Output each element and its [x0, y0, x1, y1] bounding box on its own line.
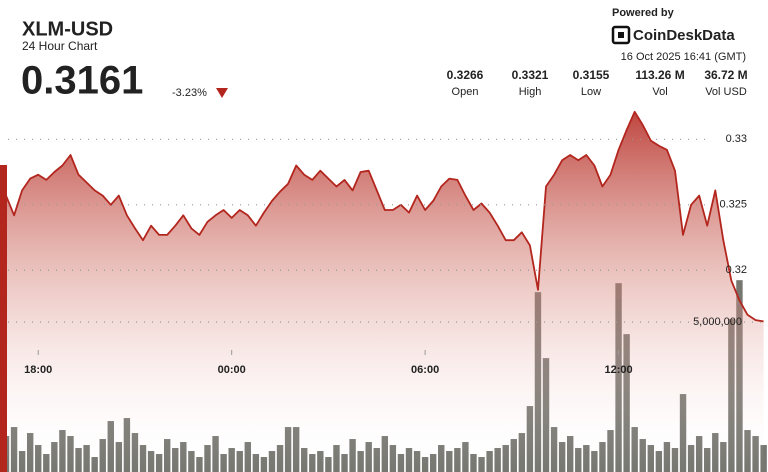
y2-tick-label: 5,000,000: [693, 316, 742, 328]
timestamp: 16 Oct 2025 16:41 (GMT): [621, 51, 746, 63]
y-tick-label: 0.325: [719, 199, 747, 211]
y-tick-label: 0.33: [726, 133, 747, 145]
stat-label: High: [519, 86, 542, 98]
stat-value: 36.72 M: [704, 68, 747, 82]
y-tick-label: 0.32: [726, 264, 747, 276]
price: 0.3161: [21, 59, 143, 103]
stat-value: 0.3266: [447, 68, 484, 82]
stat-value: 0.3321: [512, 68, 549, 82]
stat-label: Open: [452, 86, 479, 98]
stat-label: Vol USD: [705, 86, 747, 98]
change: -3.23%: [172, 87, 207, 99]
volume-bar: [760, 445, 767, 472]
stat-value: 113.26 M: [635, 68, 684, 82]
x-tick-label: 18:00: [24, 364, 52, 376]
price-line: [5, 110, 764, 323]
subtitle: 24 Hour Chart: [22, 39, 98, 53]
x-tick-label: 06:00: [411, 364, 439, 376]
price-area: [6, 111, 764, 472]
brand: CoinDeskData: [633, 27, 735, 44]
stat-label: Low: [581, 86, 601, 98]
down-arrow: [216, 88, 228, 98]
powered-by: Powered by: [612, 7, 675, 19]
stat-label: Vol: [652, 86, 667, 98]
symbol: XLM-USD: [22, 18, 113, 40]
edge-strip: [0, 165, 7, 472]
x-tick-label: 12:00: [604, 364, 632, 376]
stat-value: 0.3155: [573, 68, 610, 82]
logo-icon: [611, 25, 631, 45]
x-tick-label: 00:00: [218, 364, 246, 376]
